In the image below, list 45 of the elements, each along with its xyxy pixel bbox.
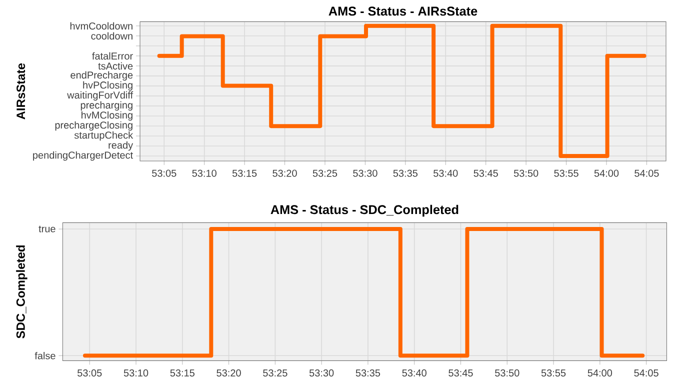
x-tick-label: 53:05 [152, 170, 176, 177]
chart-title: AMS - Status - SDC_Completed [270, 204, 458, 217]
x-tick-label: 53:30 [353, 170, 378, 177]
x-tick-label: 54:00 [588, 369, 612, 376]
category-label: pendingChargerDetect [33, 151, 133, 161]
x-tick-label: 53:20 [272, 170, 297, 177]
category-label: cooldown [91, 32, 132, 40]
x-tick-label: 53:05 [78, 369, 102, 376]
x-tick-label: 53:55 [554, 170, 578, 177]
x-tick-label: 53:10 [192, 170, 216, 177]
category-label: endPrecharge [70, 71, 133, 81]
x-tick-label: 53:45 [474, 170, 498, 177]
x-tick-label: 53:10 [124, 369, 148, 376]
category-label: true [38, 226, 56, 232]
category-label: startupCheck [74, 131, 134, 141]
x-tick-label: 53:40 [434, 170, 458, 177]
x-tick-label: 53:45 [448, 369, 473, 376]
x-tick-label: 53:25 [263, 369, 288, 376]
category-label: waitingForVdiff [67, 91, 134, 101]
category-label: false [34, 352, 56, 360]
x-tick-label: 53:50 [495, 369, 520, 376]
x-tick-label: 54:05 [634, 369, 658, 376]
x-tick-label: 53:15 [232, 170, 257, 177]
category-label: tsActive [98, 62, 133, 70]
y-axis-title: SDC_Completed [16, 245, 28, 338]
category-label: hvPClosing [83, 81, 132, 91]
x-tick-label: 53:40 [402, 369, 426, 376]
category-label: ready [108, 141, 134, 151]
y-axis-title: AIRsState [16, 63, 26, 120]
x-tick-label: 54:05 [634, 170, 659, 177]
x-tick-label: 53:15 [170, 369, 194, 376]
category-label: hvMClosing [82, 111, 132, 121]
category-label: hvmCooldown [70, 22, 132, 30]
x-tick-label: 53:55 [541, 369, 566, 376]
x-tick-label: 53:30 [309, 369, 334, 376]
x-tick-label: 53:35 [393, 170, 418, 177]
category-label: precharging [80, 101, 132, 111]
x-tick-label: 53:25 [312, 170, 338, 177]
category-label: prechargeClosing [55, 121, 132, 131]
x-tick-label: 53:20 [216, 369, 241, 376]
x-tick-label: 53:35 [356, 369, 380, 376]
chart-title: AMS - Status - AIRsState [328, 6, 478, 16]
category-label: fatalError [92, 52, 133, 60]
x-tick-label: 53:50 [514, 170, 538, 177]
x-tick-label: 54:00 [594, 170, 619, 177]
